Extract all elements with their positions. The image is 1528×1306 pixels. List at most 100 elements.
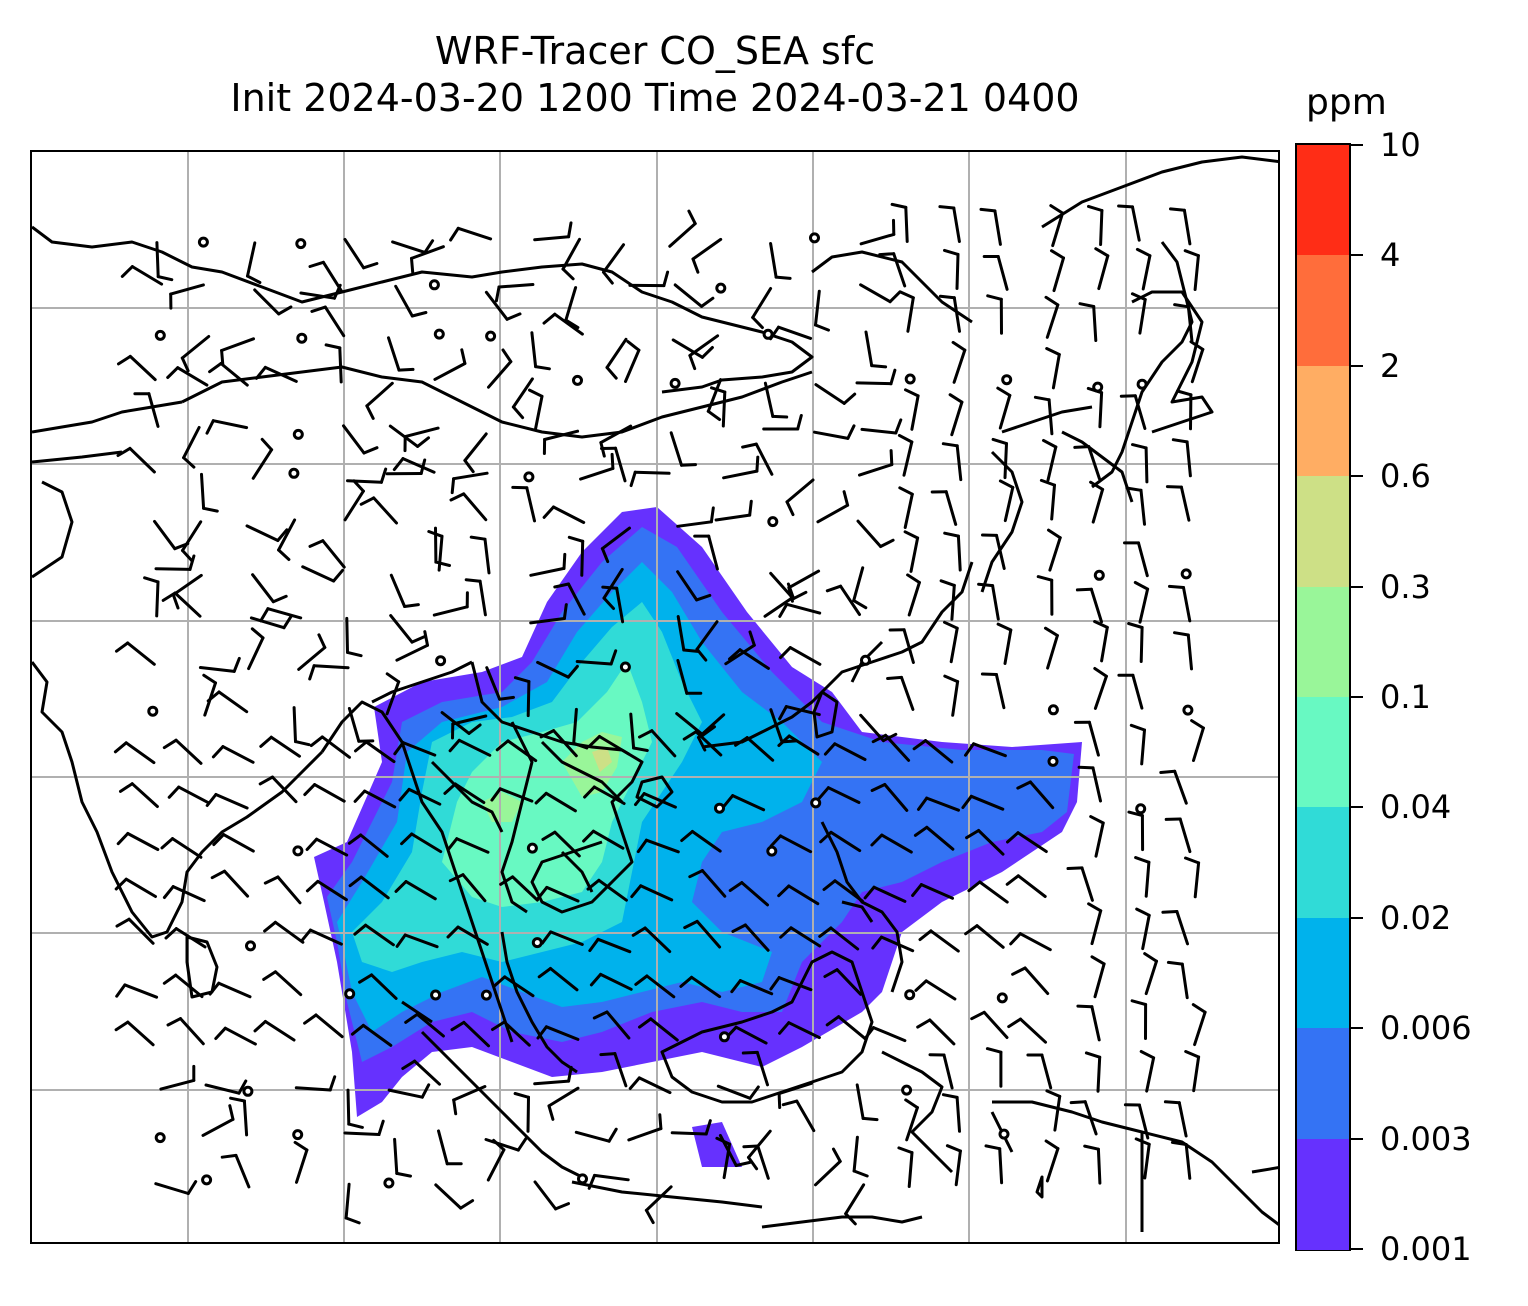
wind-barb-shaft xyxy=(1193,254,1200,291)
wind-barb-flag xyxy=(742,1144,760,1149)
wind-barb-shaft xyxy=(526,680,531,718)
wind-barb-shaft xyxy=(155,580,160,618)
wind-barb-flag xyxy=(911,883,923,897)
wind-barb-shaft xyxy=(952,296,961,333)
wind-barb-flag xyxy=(258,775,274,786)
wind-barb-shaft xyxy=(676,659,689,695)
wind-barb-flag xyxy=(212,833,226,847)
wind-barb-shaft xyxy=(338,346,343,384)
wind-barb-flag xyxy=(644,1208,655,1225)
wind-barb-shaft xyxy=(533,235,571,242)
wind-barb-shaft xyxy=(503,975,535,998)
wind-barb-flag xyxy=(1044,1139,1060,1151)
wind-barb-flag xyxy=(1078,302,1096,308)
wind-barb-flag xyxy=(967,880,982,893)
wind-barb-shaft xyxy=(969,794,1005,811)
wind-barb-flag xyxy=(1117,204,1134,209)
calm-marker xyxy=(430,989,442,1001)
wind-barb-shaft xyxy=(972,742,1007,758)
wind-barb-shaft xyxy=(629,712,636,750)
wind-barb-shaft xyxy=(644,838,680,854)
wind-barb-shaft xyxy=(246,241,257,278)
wind-barb-flag xyxy=(778,705,788,721)
wind-barb-flag xyxy=(1045,1089,1062,1098)
wind-barb-shaft xyxy=(484,290,509,321)
wind-barb-flag xyxy=(271,594,288,604)
plume-level-0.04 xyxy=(442,662,652,907)
wind-barb-shaft xyxy=(955,444,963,482)
wind-barb-flag xyxy=(1007,1017,1022,1029)
wind-barb-flag xyxy=(181,549,194,563)
wind-barb-shaft xyxy=(1131,205,1141,242)
wind-barb-flag xyxy=(167,785,181,799)
wind-barb-shaft xyxy=(1144,446,1149,484)
wind-barb-shaft xyxy=(344,1182,351,1220)
wind-barb-shaft xyxy=(1182,208,1192,246)
wind-barb-shaft xyxy=(859,713,885,743)
wind-barb-shaft xyxy=(343,489,365,522)
calm-marker xyxy=(1093,569,1105,581)
wind-barb-flag xyxy=(423,239,435,254)
wind-barb-flag xyxy=(796,414,803,431)
wind-barb-shaft xyxy=(633,470,671,475)
wind-barb-flag xyxy=(1049,204,1065,215)
wind-barb-shaft xyxy=(276,875,302,905)
wind-barb-shaft xyxy=(316,879,348,902)
wind-barb-shaft xyxy=(182,426,201,460)
wind-barb-shaft xyxy=(1087,445,1101,481)
wind-barb-shaft xyxy=(1051,353,1061,390)
wind-barb-shaft xyxy=(395,643,429,662)
wind-barb-flag xyxy=(310,305,327,313)
wind-barb-flag xyxy=(398,787,411,802)
wind-barb-shaft xyxy=(593,1173,630,1182)
wind-barb-flag xyxy=(1170,1140,1188,1146)
wind-barb-shaft xyxy=(147,392,160,428)
wind-barb-flag xyxy=(220,349,225,366)
wind-barb-flag xyxy=(539,729,556,739)
colorbar-tick-label: 0.006 xyxy=(1380,1009,1472,1048)
wind-barb-shaft xyxy=(1175,910,1189,946)
wind-barb-shaft xyxy=(826,786,861,804)
wind-barb-flag xyxy=(394,880,408,893)
wind-barb-flag xyxy=(205,419,215,435)
wind-barb-shaft xyxy=(153,519,177,551)
wind-barb-shaft xyxy=(415,1012,445,1038)
wind-barb-flag xyxy=(347,1122,364,1129)
wind-barb-flag xyxy=(700,346,714,359)
wind-barb-shaft xyxy=(669,431,683,467)
wind-barb-flag xyxy=(305,879,320,893)
wind-barb-flag xyxy=(317,633,327,649)
wind-barb-flag xyxy=(984,1144,1002,1151)
wind-barb-flag xyxy=(823,742,837,756)
wind-barb-shaft xyxy=(211,419,249,430)
wind-barb-flag xyxy=(943,248,960,256)
wind-barb-flag xyxy=(446,925,460,939)
calm-marker xyxy=(767,516,779,528)
wind-barb-flag xyxy=(303,1013,318,1025)
wind-barb-shaft xyxy=(407,787,442,806)
wind-barb-shaft xyxy=(1186,305,1194,343)
wind-barb-shaft xyxy=(596,937,632,954)
wind-barb-shaft xyxy=(434,1183,463,1210)
wind-barb-shaft xyxy=(486,1148,506,1182)
wind-barb-flag xyxy=(769,834,782,848)
wind-barb-flag xyxy=(769,976,781,991)
calm-marker xyxy=(809,232,820,244)
wind-barb-shaft xyxy=(1023,966,1050,995)
wind-barb-flag xyxy=(171,593,180,610)
wind-barb-shaft xyxy=(1138,587,1150,624)
wind-barb-flag xyxy=(420,1083,431,1099)
wind-barb-shaft xyxy=(251,573,275,604)
wind-barb-flag xyxy=(255,365,267,380)
wind-barb-flag xyxy=(117,354,132,366)
wind-barb-shaft xyxy=(614,446,627,483)
wind-barb-flag xyxy=(423,630,429,647)
wind-barb-shaft xyxy=(919,883,954,900)
wind-barb-shaft xyxy=(1193,861,1201,899)
tracer-map xyxy=(30,150,1280,1244)
wind-barb-flag xyxy=(1093,620,1109,629)
wind-barb-shaft xyxy=(536,660,570,679)
wind-barb-shaft xyxy=(880,833,913,854)
wind-barb-flag xyxy=(513,1092,530,1099)
wind-barb-shaft xyxy=(1190,347,1205,384)
